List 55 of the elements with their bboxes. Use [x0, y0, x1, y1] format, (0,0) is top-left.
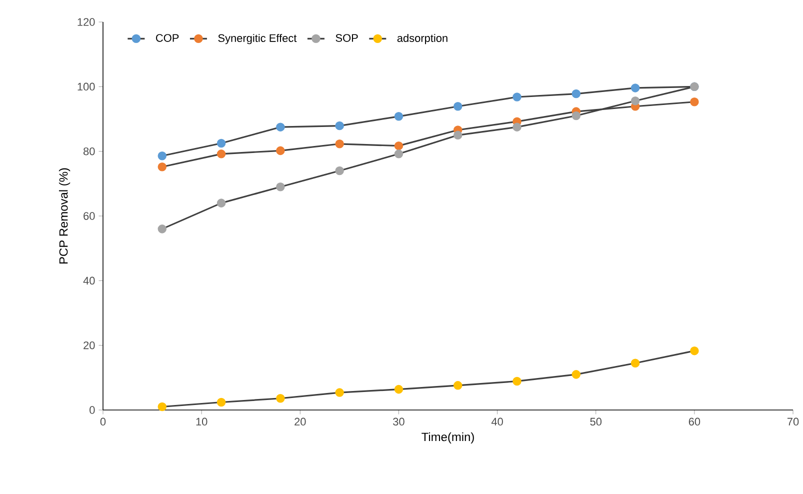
point: [630, 358, 640, 368]
point: [335, 121, 344, 130]
point: [276, 146, 285, 156]
point: [630, 96, 640, 106]
x-tick-label: 20: [294, 418, 306, 426]
x-tick-label: 60: [688, 418, 700, 426]
point: [572, 370, 581, 379]
point: [512, 92, 522, 102]
y-tick-label: 20: [84, 341, 95, 350]
x-tick-label: 10: [196, 418, 208, 426]
point: [394, 112, 404, 121]
point: [394, 141, 404, 150]
point: [394, 384, 404, 394]
point: [572, 111, 581, 120]
point: [216, 398, 226, 407]
point: [453, 381, 462, 390]
point: [690, 346, 699, 356]
point: [453, 102, 462, 111]
point: [158, 162, 167, 172]
y-tick-label: 100: [78, 82, 95, 91]
point: [216, 150, 226, 158]
point: [216, 198, 226, 208]
point: [335, 140, 344, 148]
point: [572, 89, 581, 98]
point: [512, 376, 522, 386]
x-tick-label: 30: [393, 418, 404, 426]
y-tick-label: 40: [83, 276, 95, 285]
point: [158, 151, 167, 160]
point: [335, 388, 344, 397]
point: [158, 402, 167, 412]
legend-label: SOP: [336, 34, 358, 42]
point: [512, 122, 522, 132]
legend-label: Synergitic Effect: [218, 34, 297, 44]
point: [216, 138, 226, 148]
x-tick-label: 70: [787, 418, 799, 426]
point: [453, 130, 462, 140]
point: [394, 150, 404, 158]
point: [276, 394, 285, 403]
point: [690, 97, 699, 106]
y-tick-label: 0: [90, 406, 95, 414]
x-tick-label: 40: [491, 418, 503, 426]
point: [335, 166, 344, 176]
point: [630, 84, 640, 92]
point: [276, 122, 285, 132]
y-tick-label: 80: [84, 147, 95, 156]
y-tick-label: 120: [78, 18, 95, 26]
x-tick-label: 0: [100, 418, 106, 426]
y-tick-label: 60: [84, 212, 95, 220]
point: [276, 182, 285, 192]
legend-label: adsorption: [397, 34, 448, 44]
point: [158, 224, 167, 234]
y-axis-title: PCP Removal (%): [58, 168, 70, 264]
legend-label: COP: [156, 34, 179, 42]
x-axis-title: Time(min): [422, 432, 474, 444]
x-tick-label: 50: [590, 418, 602, 426]
